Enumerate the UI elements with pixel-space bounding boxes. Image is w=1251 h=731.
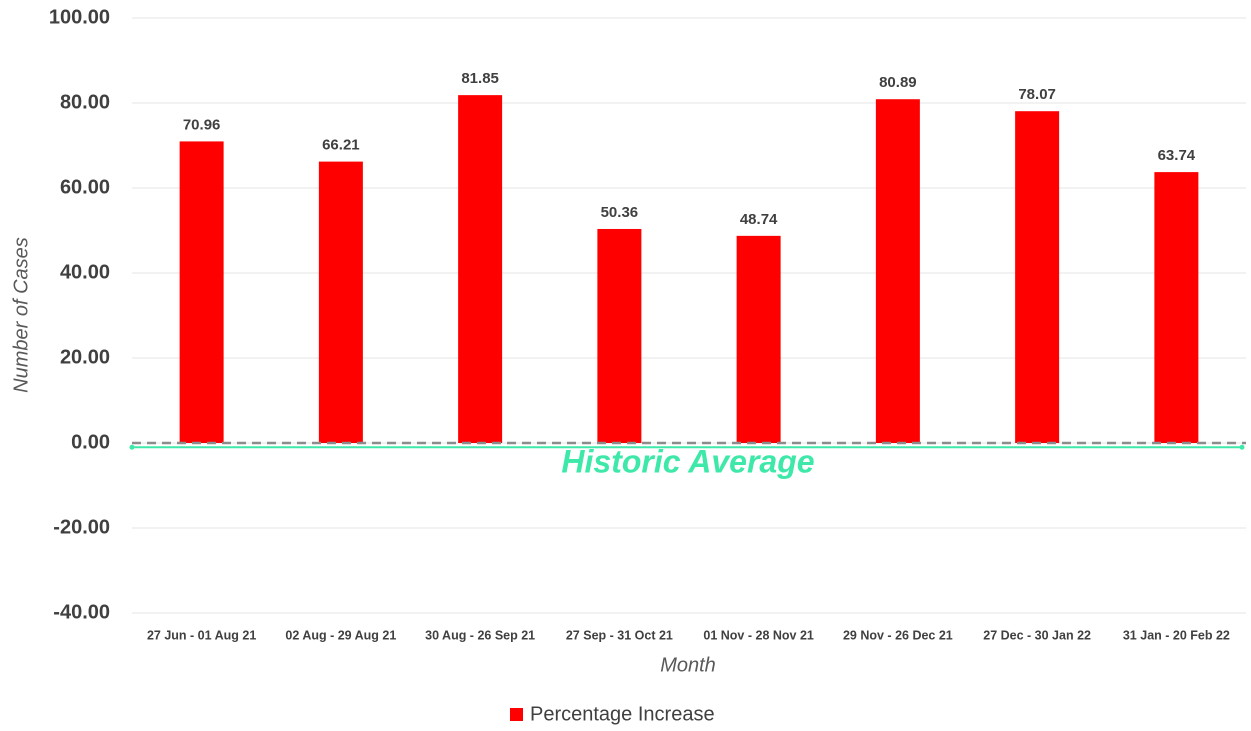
reference-label: Historic Average — [561, 444, 814, 480]
bar — [736, 235, 781, 443]
legend-swatch — [510, 708, 523, 721]
x-tick-label: 02 Aug - 29 Aug 21 — [285, 628, 396, 642]
x-tick-label: 31 Jan - 20 Feb 22 — [1123, 628, 1230, 642]
value-label: 81.85 — [461, 70, 499, 87]
bar — [458, 95, 503, 443]
x-tick-label: 01 Nov - 28 Nov 21 — [703, 628, 814, 642]
reference-end — [129, 444, 135, 450]
y-tick-label: 60.00 — [60, 176, 110, 198]
value-label: 48.74 — [740, 211, 778, 228]
value-label: 80.89 — [879, 74, 917, 91]
value-label: 50.36 — [601, 204, 639, 221]
y-tick-label: -40.00 — [53, 601, 110, 623]
y-tick-label: -20.00 — [53, 516, 110, 538]
reference-end — [1239, 444, 1245, 450]
bar — [318, 161, 363, 444]
x-tick-label: 27 Sep - 31 Oct 21 — [566, 628, 673, 642]
bar — [179, 141, 224, 444]
legend-label: Percentage Increase — [530, 703, 715, 725]
x-tick-label: 27 Dec - 30 Jan 22 — [983, 628, 1091, 642]
value-label: 78.07 — [1018, 86, 1056, 103]
bar — [597, 228, 642, 443]
y-axis-label: Number of Cases — [10, 237, 32, 393]
y-tick-label: 100.00 — [49, 6, 110, 28]
x-tick-label: 27 Jun - 01 Aug 21 — [147, 628, 256, 642]
bar — [1015, 111, 1060, 443]
x-axis-label: Month — [660, 654, 716, 676]
y-tick-label: 20.00 — [60, 346, 110, 368]
y-tick-label: 40.00 — [60, 261, 110, 283]
value-label: 63.74 — [1158, 147, 1196, 164]
bar — [1154, 172, 1199, 444]
bar — [875, 99, 920, 443]
x-tick-label: 30 Aug - 26 Sep 21 — [425, 628, 535, 642]
value-label: 66.21 — [322, 137, 360, 154]
value-label: 70.96 — [183, 116, 221, 133]
x-tick-label: 29 Nov - 26 Dec 21 — [843, 628, 953, 642]
y-tick-label: 0.00 — [71, 431, 110, 453]
y-tick-label: 80.00 — [60, 91, 110, 113]
